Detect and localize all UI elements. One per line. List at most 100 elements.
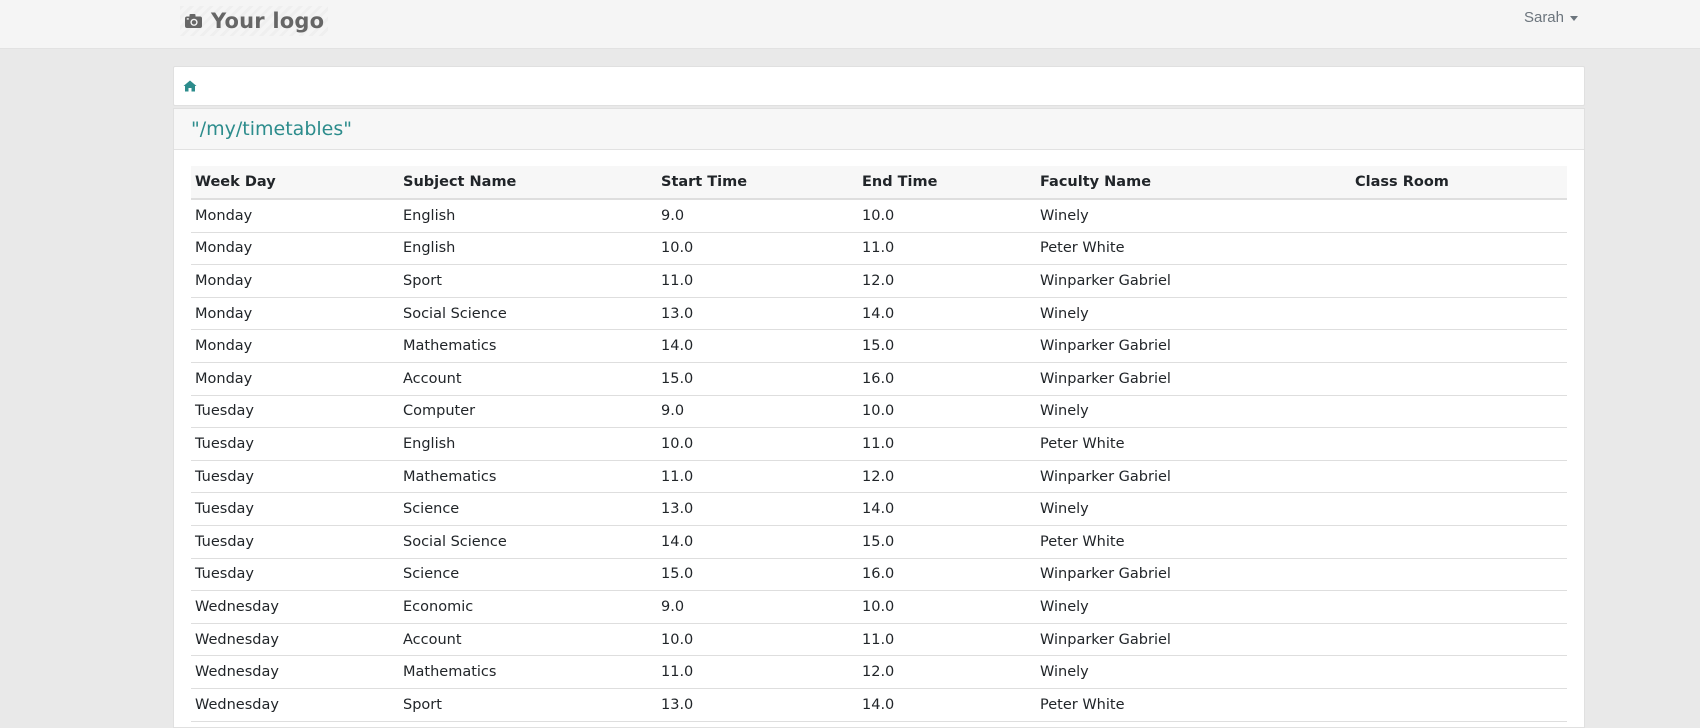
subject-name-cell: English xyxy=(399,232,657,266)
start-time-cell: 15.0 xyxy=(657,362,858,396)
end-time-cell: 10.0 xyxy=(858,199,1036,233)
subject-name-cell: English xyxy=(399,427,657,461)
camera-icon xyxy=(184,13,203,29)
week-day-cell: Tuesday xyxy=(191,427,399,461)
class-room-cell xyxy=(1351,232,1567,266)
faculty-name-cell: Winely xyxy=(1036,655,1351,689)
faculty-name-cell: Winparker Gabriel xyxy=(1036,558,1351,592)
week-day-cell: Tuesday xyxy=(191,395,399,429)
page-title: "/my/timetables" xyxy=(191,118,352,140)
column-header-week-day: Week Day xyxy=(191,166,399,200)
class-room-cell xyxy=(1351,525,1567,559)
column-header-start-time: Start Time xyxy=(657,166,858,200)
subject-name-cell: Social Science xyxy=(399,297,657,331)
table-row: Monday Sport 11.0 12.0 Winparker Gabriel xyxy=(191,264,1567,298)
logo-text: Your logo xyxy=(211,9,325,33)
faculty-name-cell: Winparker Gabriel xyxy=(1036,460,1351,494)
class-room-cell xyxy=(1351,590,1567,624)
table-row: Tuesday Science 13.0 14.0 Winely xyxy=(191,492,1567,526)
faculty-name-cell: Winely xyxy=(1036,395,1351,429)
class-room-cell xyxy=(1351,199,1567,233)
start-time-cell: 11.0 xyxy=(657,460,858,494)
class-room-cell xyxy=(1351,395,1567,429)
class-room-cell xyxy=(1351,297,1567,331)
user-menu-dropdown[interactable]: Sarah xyxy=(1524,9,1578,26)
week-day-cell: Wednesday xyxy=(191,590,399,624)
end-time-cell: 14.0 xyxy=(858,492,1036,526)
top-navbar: Your logo Sarah xyxy=(0,0,1700,49)
week-day-cell: Monday xyxy=(191,329,399,363)
table-body: Monday English 9.0 10.0 Winely Monday English 1… xyxy=(191,199,1567,722)
class-room-cell xyxy=(1351,264,1567,298)
class-room-cell xyxy=(1351,492,1567,526)
end-time-cell: 11.0 xyxy=(858,427,1036,461)
column-header-faculty-name: Faculty Name xyxy=(1036,166,1351,200)
class-room-cell xyxy=(1351,623,1567,657)
subject-name-cell: Account xyxy=(399,362,657,396)
subject-name-cell: Economic xyxy=(399,590,657,624)
end-time-cell: 14.0 xyxy=(858,297,1036,331)
faculty-name-cell: Winely xyxy=(1036,199,1351,233)
start-time-cell: 9.0 xyxy=(657,395,858,429)
start-time-cell: 14.0 xyxy=(657,329,858,363)
table-row: Monday Social Science 13.0 14.0 Winely xyxy=(191,297,1567,331)
start-time-cell: 10.0 xyxy=(657,427,858,461)
table-row: Wednesday Sport 13.0 14.0 Peter White xyxy=(191,688,1567,722)
week-day-cell: Monday xyxy=(191,232,399,266)
breadcrumb xyxy=(173,66,1585,106)
week-day-cell: Tuesday xyxy=(191,558,399,592)
week-day-cell: Wednesday xyxy=(191,623,399,657)
subject-name-cell: Account xyxy=(399,623,657,657)
faculty-name-cell: Winparker Gabriel xyxy=(1036,329,1351,363)
table-row: Tuesday Mathematics 11.0 12.0 Winparker Gabr… xyxy=(191,460,1567,494)
end-time-cell: 10.0 xyxy=(858,590,1036,624)
week-day-cell: Wednesday xyxy=(191,688,399,722)
table-header-row: Week Day Subject Name Start Time End Tim… xyxy=(191,166,1567,200)
card-header: "/my/timetables" xyxy=(174,109,1584,150)
home-icon[interactable] xyxy=(178,74,202,98)
start-time-cell: 9.0 xyxy=(657,590,858,624)
timetable-table: Week Day Subject Name Start Time End Tim… xyxy=(191,166,1567,722)
brand-logo[interactable]: Your logo xyxy=(180,6,329,36)
class-room-cell xyxy=(1351,688,1567,722)
start-time-cell: 9.0 xyxy=(657,199,858,233)
class-room-cell xyxy=(1351,362,1567,396)
faculty-name-cell: Peter White xyxy=(1036,688,1351,722)
end-time-cell: 11.0 xyxy=(858,623,1036,657)
end-time-cell: 12.0 xyxy=(858,264,1036,298)
class-room-cell xyxy=(1351,655,1567,689)
week-day-cell: Monday xyxy=(191,362,399,396)
column-header-end-time: End Time xyxy=(858,166,1036,200)
subject-name-cell: English xyxy=(399,199,657,233)
faculty-name-cell: Winely xyxy=(1036,590,1351,624)
table-row: Wednesday Economic 9.0 10.0 Winely xyxy=(191,590,1567,624)
end-time-cell: 12.0 xyxy=(858,460,1036,494)
subject-name-cell: Mathematics xyxy=(399,460,657,494)
subject-name-cell: Science xyxy=(399,558,657,592)
subject-name-cell: Social Science xyxy=(399,525,657,559)
faculty-name-cell: Winparker Gabriel xyxy=(1036,362,1351,396)
class-room-cell xyxy=(1351,460,1567,494)
table-row: Tuesday English 10.0 11.0 Peter White xyxy=(191,427,1567,461)
subject-name-cell: Computer xyxy=(399,395,657,429)
end-time-cell: 14.0 xyxy=(858,688,1036,722)
week-day-cell: Monday xyxy=(191,264,399,298)
week-day-cell: Tuesday xyxy=(191,492,399,526)
start-time-cell: 14.0 xyxy=(657,525,858,559)
table-row: Tuesday Social Science 14.0 15.0 Peter White xyxy=(191,525,1567,559)
timetable-card: "/my/timetables" Week Day Subject Name S… xyxy=(173,108,1585,728)
start-time-cell: 13.0 xyxy=(657,492,858,526)
end-time-cell: 12.0 xyxy=(858,655,1036,689)
end-time-cell: 16.0 xyxy=(858,558,1036,592)
start-time-cell: 10.0 xyxy=(657,232,858,266)
user-name: Sarah xyxy=(1523,9,1564,26)
table-row: Monday Mathematics 14.0 15.0 Winparker Gabri… xyxy=(191,329,1567,363)
week-day-cell: Monday xyxy=(191,199,399,233)
end-time-cell: 11.0 xyxy=(858,232,1036,266)
table-row: Wednesday Mathematics 11.0 12.0 Winely xyxy=(191,655,1567,689)
week-day-cell: Monday xyxy=(191,297,399,331)
class-room-cell xyxy=(1351,558,1567,592)
class-room-cell xyxy=(1351,427,1567,461)
faculty-name-cell: Peter White xyxy=(1036,427,1351,461)
class-room-cell xyxy=(1351,329,1567,363)
